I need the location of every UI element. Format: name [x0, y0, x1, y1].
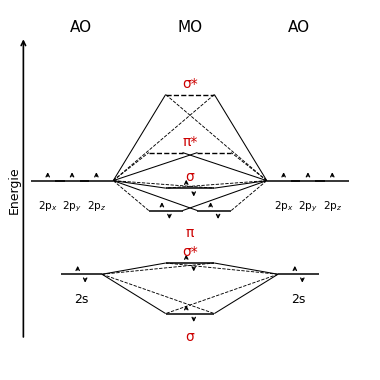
- Text: AO: AO: [288, 20, 310, 35]
- Text: σ: σ: [185, 170, 195, 184]
- Text: 2p$_y$: 2p$_y$: [62, 200, 82, 214]
- Text: AO: AO: [70, 20, 92, 35]
- Text: σ*: σ*: [182, 77, 198, 91]
- Text: π*: π*: [182, 135, 198, 149]
- Text: 2s: 2s: [291, 293, 306, 306]
- Text: 2p$_x$: 2p$_x$: [274, 200, 293, 213]
- Text: 2p$_z$: 2p$_z$: [87, 200, 106, 213]
- Text: 2p$_z$: 2p$_z$: [323, 200, 342, 213]
- Text: 2p$_y$: 2p$_y$: [298, 200, 318, 214]
- Text: π: π: [186, 226, 194, 240]
- Text: σ*: σ*: [182, 245, 198, 259]
- Text: 2s: 2s: [74, 293, 89, 306]
- Text: MO: MO: [177, 20, 203, 35]
- Text: Energie: Energie: [8, 166, 21, 214]
- Text: 2p$_x$: 2p$_x$: [38, 200, 57, 213]
- Text: σ: σ: [185, 331, 195, 344]
